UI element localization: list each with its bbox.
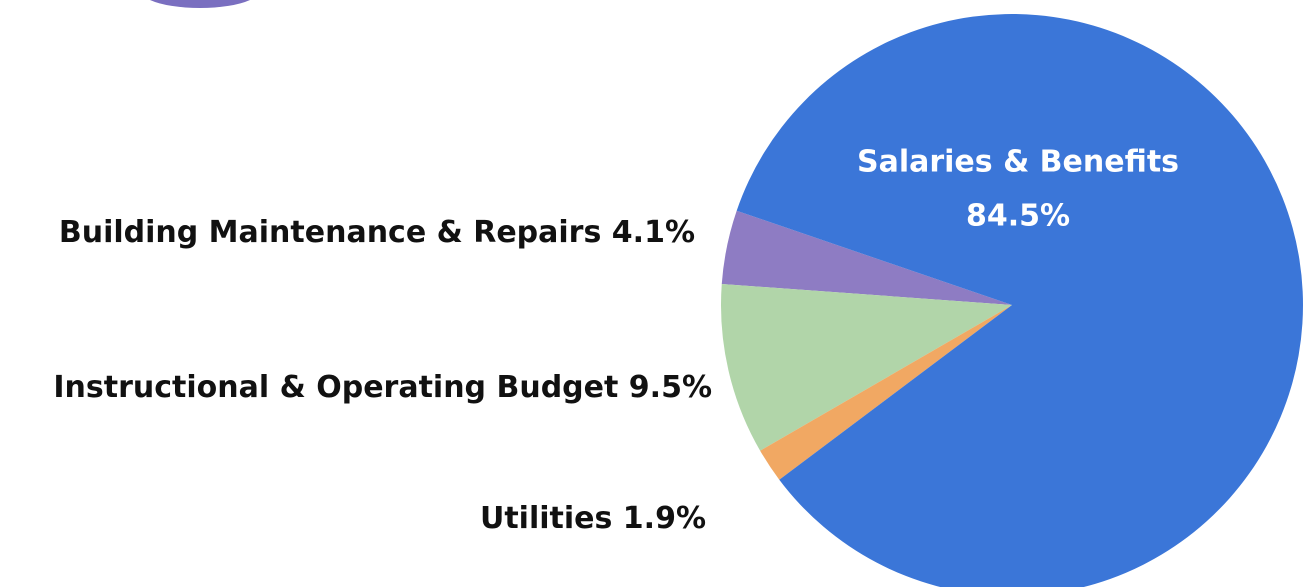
slice-name: Building Maintenance & Repairs	[59, 215, 602, 250]
slice-value-label: 84.5%	[966, 199, 1070, 234]
slice-name: Instructional & Operating Budget	[53, 370, 618, 405]
slice-label: Salaries & Benefits	[857, 145, 1179, 180]
pie-slice	[721, 283, 1012, 451]
slice-value-label: 9.5%	[629, 370, 712, 405]
decoration	[150, 0, 250, 9]
slice-value-label: 4.1%	[612, 215, 695, 250]
pie-slice	[760, 305, 1012, 480]
slice-label: Instructional & Operating Budget 9.5%	[53, 370, 712, 405]
slice-value-label: 1.9%	[623, 501, 706, 536]
pie-slice	[736, 14, 1303, 587]
pie-slice	[721, 210, 1012, 305]
slice-label: Building Maintenance & Repairs 4.1%	[59, 215, 695, 250]
slice-label: Utilities 1.9%	[480, 501, 706, 536]
slice-name: Utilities	[480, 501, 612, 536]
